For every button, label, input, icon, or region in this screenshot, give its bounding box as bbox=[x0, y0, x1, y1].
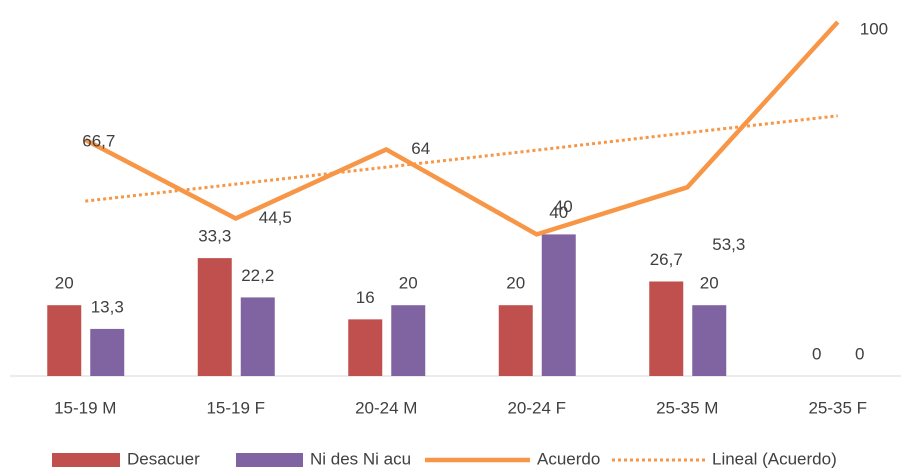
bar bbox=[197, 258, 232, 376]
legend-swatch bbox=[52, 453, 120, 467]
legend-label: Acuerdo bbox=[537, 449, 600, 468]
x-tick-label: 20-24 F bbox=[507, 398, 566, 417]
line bbox=[84, 20, 840, 237]
data-label: 44,5 bbox=[259, 208, 292, 227]
data-label: 13,3 bbox=[91, 297, 124, 316]
data-label: 66,7 bbox=[82, 131, 115, 150]
data-label: 16 bbox=[356, 288, 375, 307]
bar bbox=[240, 297, 275, 376]
data-label: 20 bbox=[506, 274, 525, 293]
x-tick-label: 15-19 M bbox=[54, 398, 116, 417]
x-tick-label: 20-24 M bbox=[355, 398, 417, 417]
bar bbox=[649, 281, 684, 376]
x-tick-label: 25-35 M bbox=[656, 398, 718, 417]
legend-label: Lineal (Acuerdo) bbox=[712, 449, 837, 468]
bar bbox=[498, 305, 533, 376]
data-label: 26,7 bbox=[650, 250, 683, 269]
legend-label: Desacuer bbox=[127, 449, 200, 468]
data-label: 53,3 bbox=[712, 235, 745, 254]
x-tick-label: 25-35 F bbox=[808, 398, 867, 417]
trendline bbox=[85, 114, 838, 203]
data-label: 40 bbox=[549, 203, 568, 222]
data-label: 20 bbox=[700, 274, 719, 293]
data-label: 64 bbox=[411, 139, 430, 158]
bar bbox=[541, 234, 576, 376]
data-label: 0 bbox=[855, 344, 864, 363]
bar bbox=[47, 305, 82, 376]
bar bbox=[391, 305, 426, 376]
bar bbox=[90, 328, 125, 376]
bar bbox=[692, 305, 727, 376]
legend-swatch bbox=[236, 453, 303, 467]
x-tick-label: 15-19 F bbox=[206, 398, 265, 417]
data-label: 40 bbox=[554, 197, 573, 216]
data-label: 20 bbox=[399, 274, 418, 293]
data-label: 20 bbox=[55, 274, 74, 293]
legend-label: Ni des Ni acu bbox=[310, 449, 411, 468]
data-label: 22,2 bbox=[241, 266, 274, 285]
data-label: 33,3 bbox=[198, 227, 231, 246]
data-label: 100 bbox=[860, 19, 888, 38]
bar bbox=[348, 319, 383, 376]
data-label: 0 bbox=[812, 344, 821, 363]
